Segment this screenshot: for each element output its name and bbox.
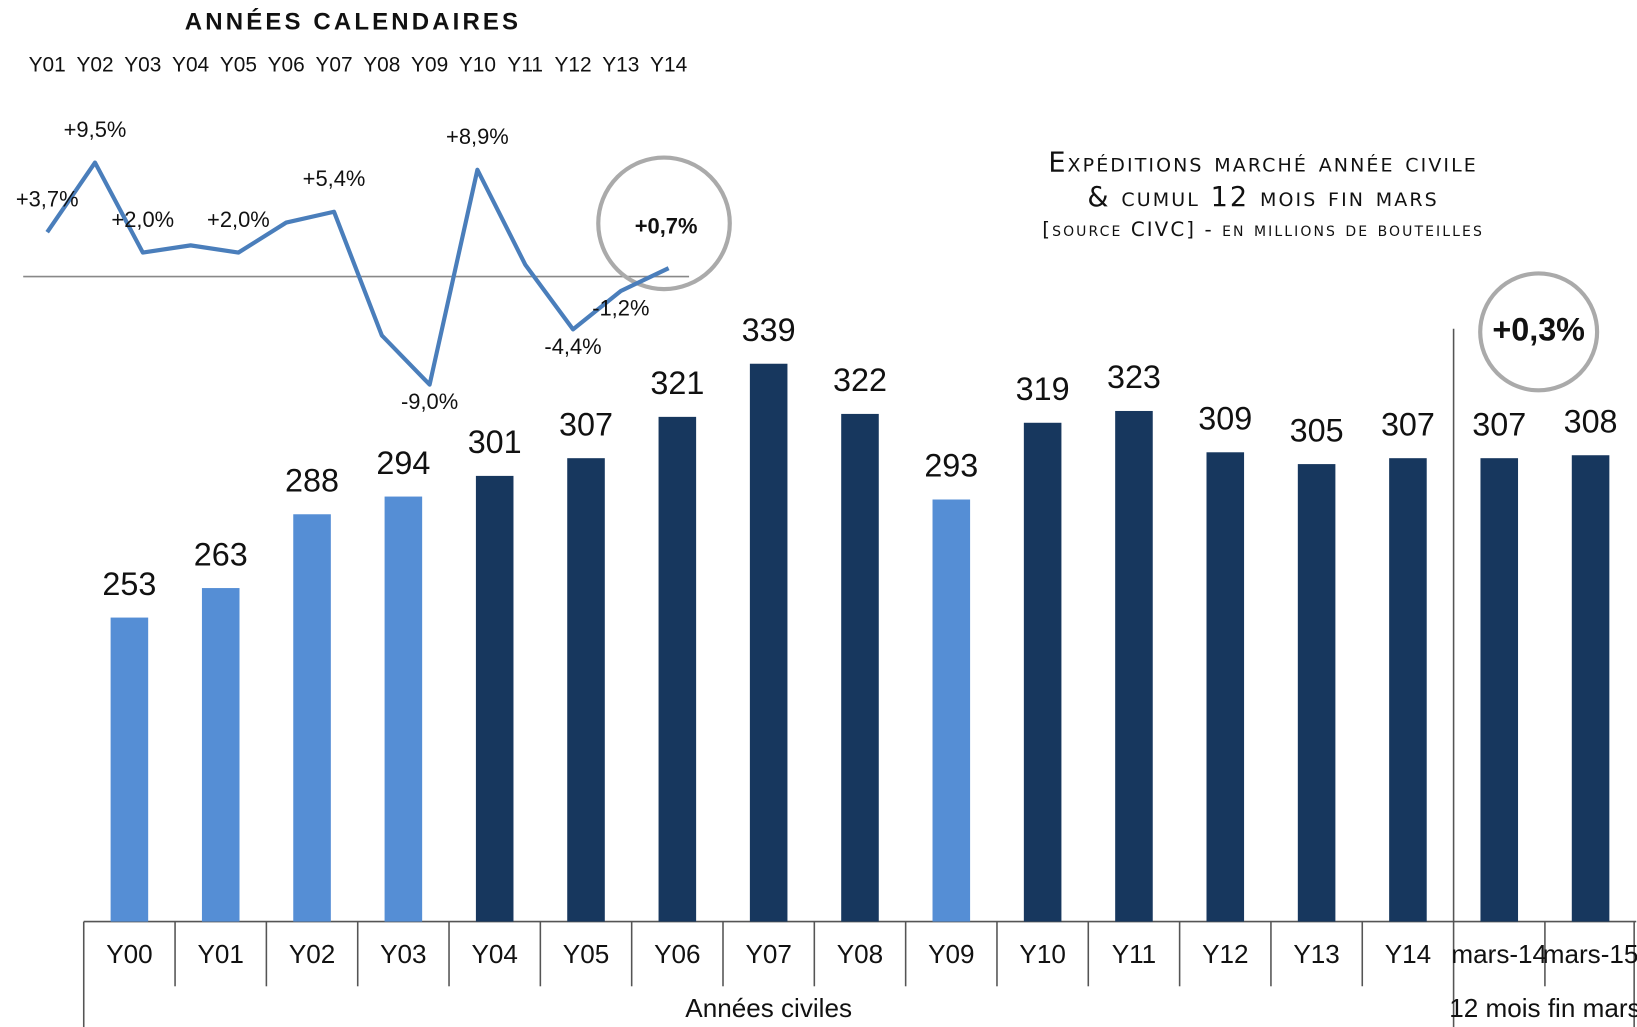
x-tick-label: Y11: [1112, 939, 1156, 969]
bar: [841, 413, 879, 922]
value-label: -4,4%: [544, 334, 601, 359]
value-label: +3,7%: [16, 187, 79, 212]
bar: [1480, 458, 1519, 922]
bar: [658, 416, 697, 922]
bar: [567, 458, 605, 922]
x-tick-label: mars-14: [1451, 939, 1547, 969]
value-label: 288: [285, 463, 339, 499]
x-tick-label: Y14: [650, 53, 687, 76]
x-tick-label: Y04: [172, 53, 209, 76]
value-label: +0,7%: [635, 213, 698, 238]
value-label: 253: [102, 566, 156, 602]
x-tick-label: Y13: [1293, 939, 1339, 969]
x-tick-label: Y07: [745, 939, 791, 969]
value-label: 308: [1564, 403, 1618, 439]
value-label: 307: [559, 406, 613, 442]
x-tick-label: Y02: [76, 53, 113, 76]
x-tick-label: Y05: [563, 939, 609, 969]
x-tick-label: Y11: [507, 53, 543, 76]
value-label: -9,0%: [401, 389, 458, 414]
x-tick-label: Y03: [124, 53, 161, 76]
value-label: 339: [742, 312, 796, 348]
x-tick-label: Y09: [928, 939, 974, 969]
x-tick-label: Y06: [268, 53, 305, 76]
bar: [1115, 410, 1153, 922]
value-label: +2,0%: [111, 207, 174, 232]
title-line: [source CIVC] - en millions de bouteille…: [1042, 218, 1484, 241]
value-label: 323: [1107, 359, 1161, 395]
x-tick-label: Y13: [602, 53, 639, 76]
value-label: 319: [1016, 371, 1070, 407]
bar: [1206, 452, 1245, 922]
bar: [201, 588, 240, 922]
title-line: & cumul 12 mois fin mars: [1087, 182, 1438, 213]
x-tick-label: Y04: [471, 939, 517, 969]
x-tick-label: Y08: [363, 53, 400, 76]
annotation: +0,3%: [1492, 311, 1585, 347]
value-label: 307: [1472, 406, 1526, 442]
x-tick-label: Y10: [459, 53, 496, 76]
bar: [475, 475, 514, 922]
x-tick-label: Y01: [198, 939, 244, 969]
x-tick-label: Y02: [289, 939, 335, 969]
value-label: 307: [1381, 406, 1435, 442]
value-label: +2,0%: [207, 207, 270, 232]
x-tick-label: Y01: [29, 53, 66, 76]
value-label: 301: [468, 424, 522, 460]
value-label: +5,4%: [303, 166, 366, 191]
bar: [293, 514, 331, 922]
group-label: Années civiles: [685, 993, 852, 1023]
value-label: 322: [833, 362, 887, 398]
x-tick-label: Y12: [1202, 939, 1248, 969]
x-tick-label: Y08: [837, 939, 883, 969]
x-tick-label: Y07: [315, 53, 352, 76]
value-label: 305: [1290, 412, 1344, 448]
x-tick-label: Y10: [1019, 939, 1065, 969]
bar: [110, 617, 149, 922]
value-label: 293: [924, 448, 978, 484]
x-tick-label: Y05: [220, 53, 257, 76]
value-label: +9,5%: [64, 117, 127, 142]
x-tick-label: Y14: [1385, 939, 1431, 969]
bar: [749, 363, 788, 922]
bar-title: Expéditions marché année civile & cumul …: [1042, 147, 1484, 241]
highlight-circle: [596, 155, 732, 292]
highlight-circle: [1478, 271, 1600, 393]
bar: [1297, 464, 1336, 922]
value-label: 294: [376, 445, 430, 481]
bar: [1571, 455, 1610, 922]
line: [45, 160, 670, 387]
value-label: -1,2%: [592, 296, 649, 321]
bar: [932, 499, 971, 922]
bar: [384, 496, 423, 922]
x-tick-label: Y12: [554, 53, 591, 76]
value-label: +8,9%: [446, 124, 509, 149]
x-tick-label: Y03: [380, 939, 426, 969]
line-title: ANNÉES CALENDAIRES: [185, 7, 521, 35]
bar: [1389, 458, 1427, 922]
x-tick-label: Y00: [106, 939, 152, 969]
x-tick-label: Y09: [411, 53, 448, 76]
group-label: 12 mois fin mars: [1449, 993, 1637, 1023]
value-label: 309: [1198, 401, 1252, 437]
x-tick-label: mars-15: [1543, 939, 1637, 969]
bar: [1023, 422, 1062, 922]
value-label: 263: [194, 536, 248, 572]
title-line: Expéditions marché année civile: [1048, 147, 1478, 178]
value-label: 321: [650, 365, 704, 401]
x-tick-label: Y06: [654, 939, 700, 969]
